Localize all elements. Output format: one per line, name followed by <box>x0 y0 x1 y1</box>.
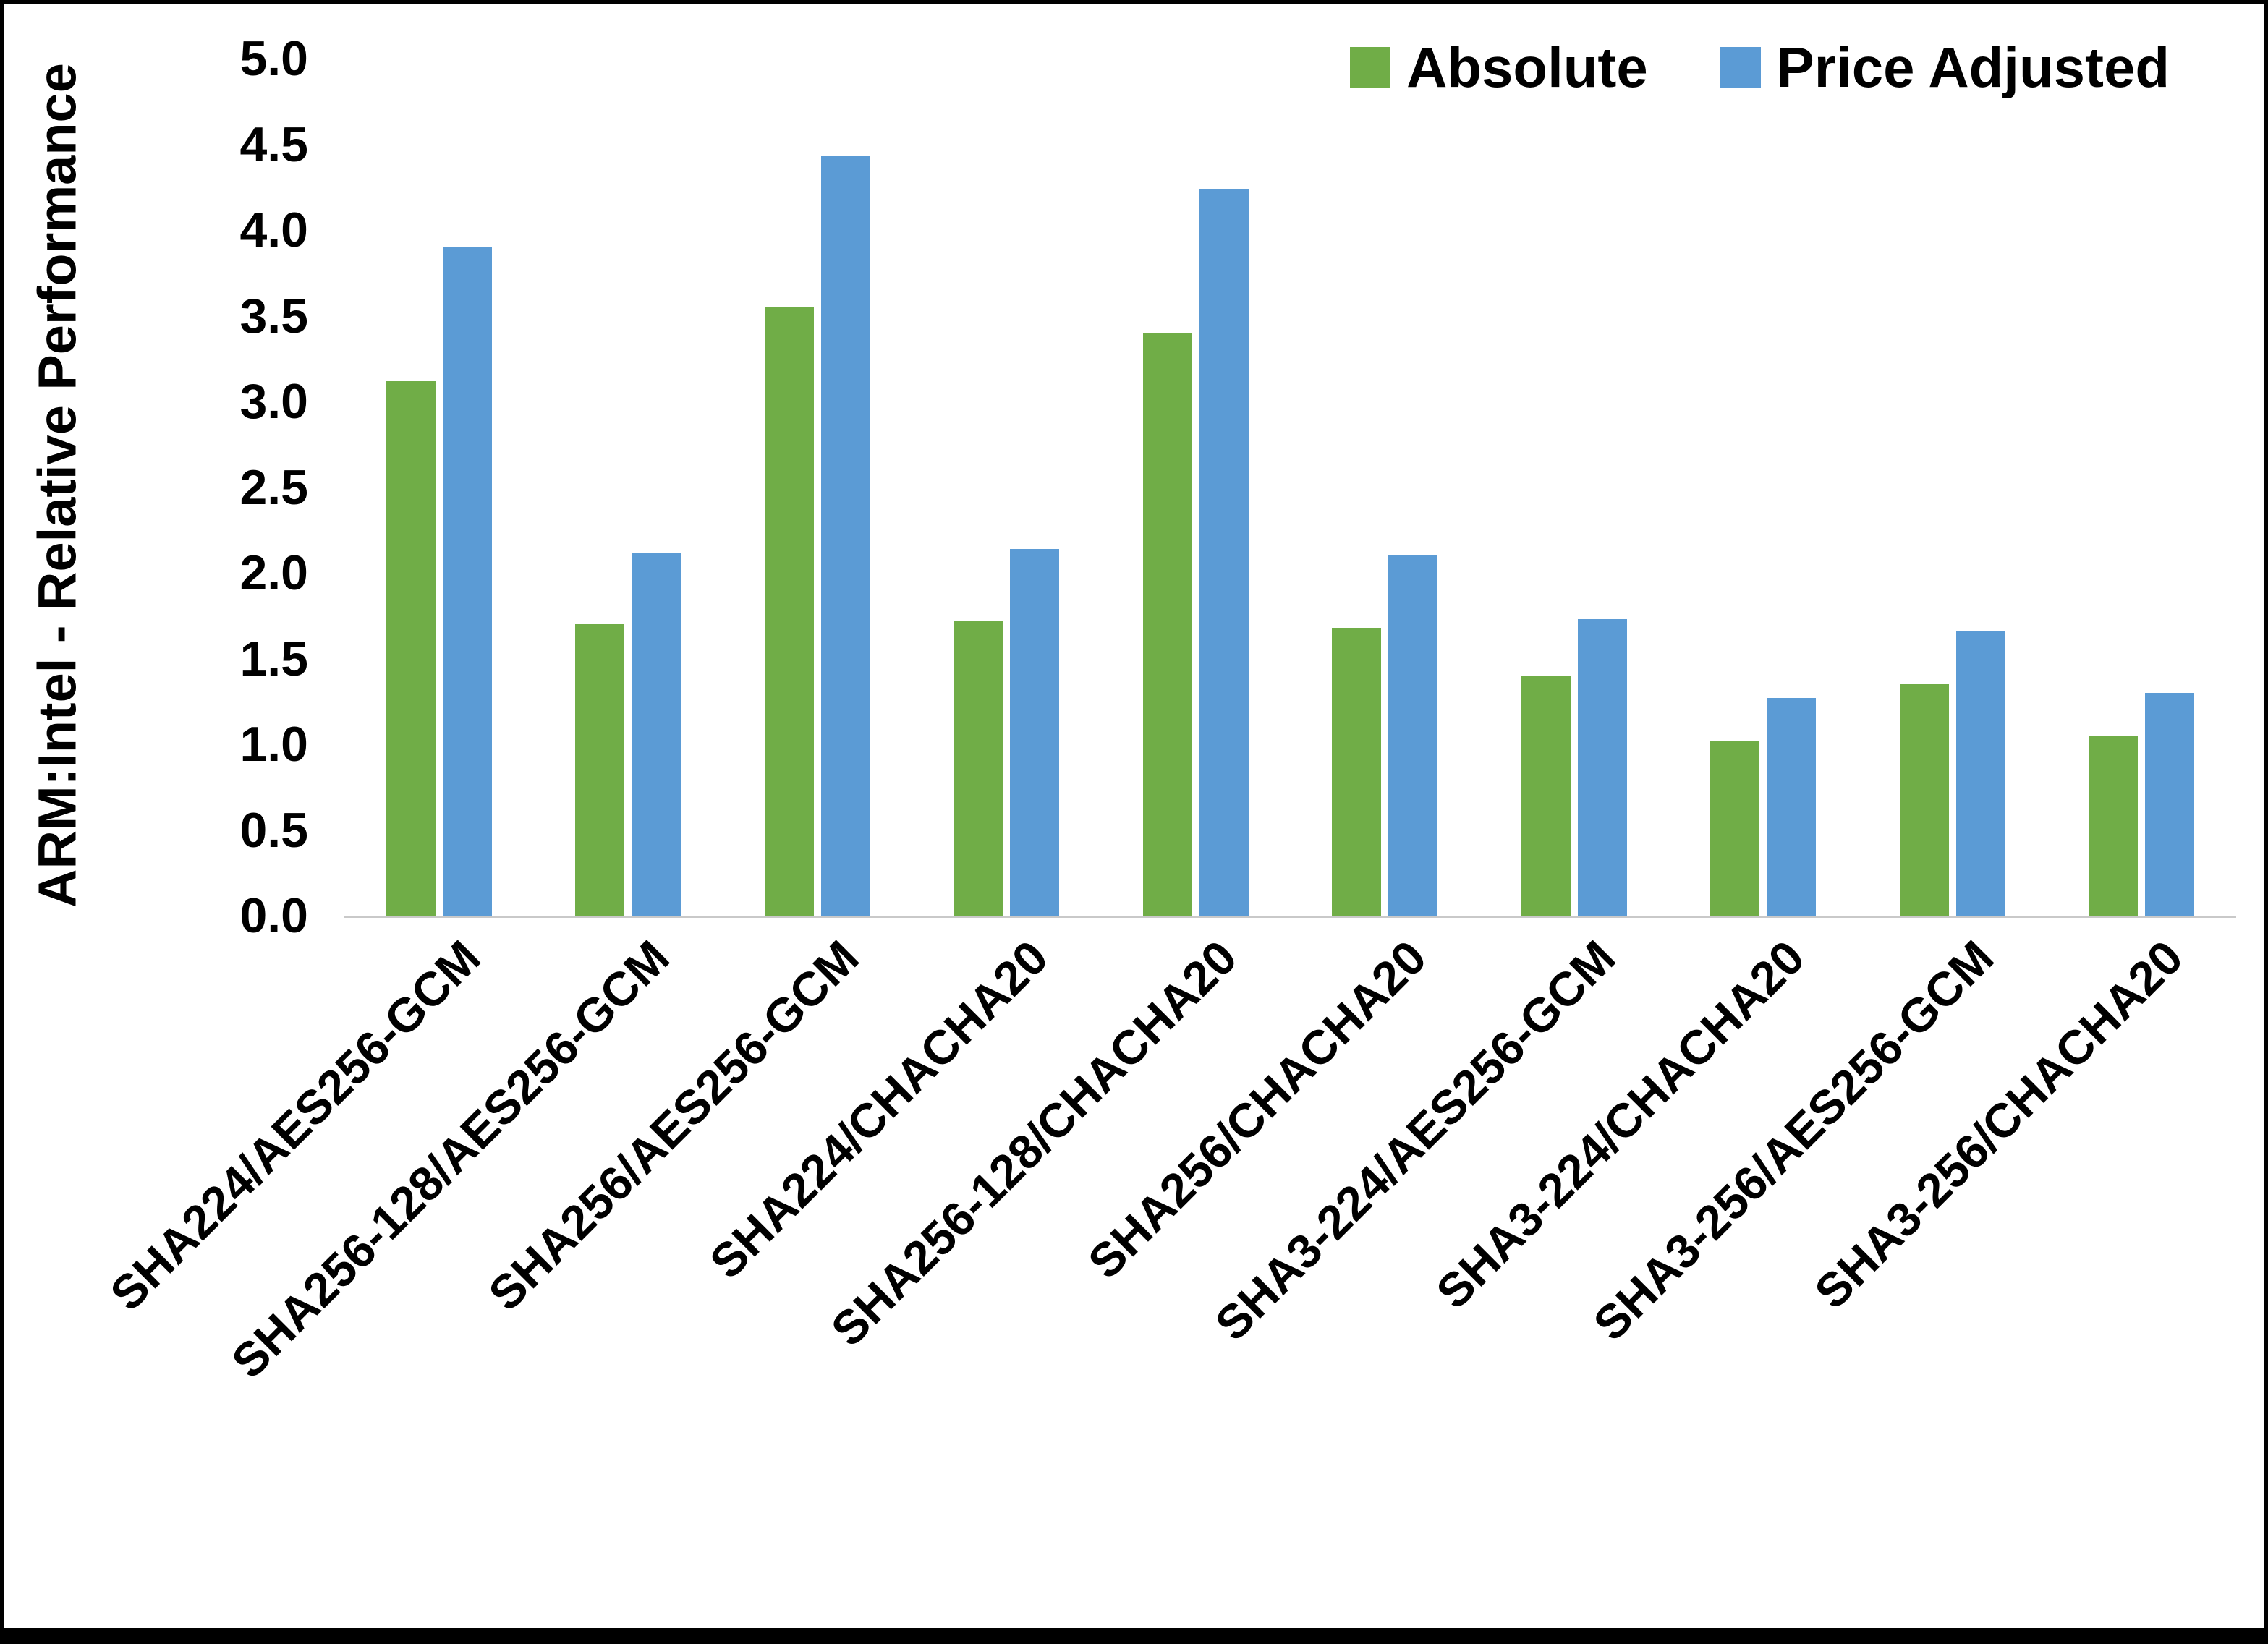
x-category-label: SHA224/AES256-GCM <box>99 929 490 1321</box>
bar-price-adjusted <box>1955 631 2005 916</box>
y-axis-title: ARM:Intel - Relative Performance <box>27 63 88 908</box>
bar-absolute <box>1899 684 1949 916</box>
y-tick-label: 3.0 <box>239 374 308 429</box>
plot-area: SHA224/AES256-GCM SHA256-128/AES256-GCM SH… <box>100 59 2237 1388</box>
y-tick-label: 4.0 <box>239 203 308 257</box>
legend-swatch-icon <box>1350 47 1391 88</box>
bar-price-adjusted <box>2145 692 2195 916</box>
y-tick-label: 1.5 <box>239 631 308 686</box>
bar-absolute <box>954 621 1003 916</box>
bar-price-adjusted <box>1388 555 1438 916</box>
y-tick-label: 0.5 <box>239 802 308 858</box>
bar-group: SHA3-224/AES256-GCM <box>1205 59 1669 1350</box>
x-category-label: SHA3-224/AES256-GCM <box>1205 929 1626 1351</box>
bar-group: SHA3-256/AES256-GCM <box>1583 59 2047 1350</box>
legend-item-absolute: Absolute <box>1350 39 1648 95</box>
legend: Absolute Price Adjusted <box>1350 39 2170 95</box>
x-category-label: SHA256/AES256-GCM <box>477 929 869 1321</box>
y-axis-tick-labels: 0.0 0.5 1.0 1.5 2.0 2.5 3.0 3.5 4.0 4.5 5.0 <box>135 34 308 940</box>
bar-price-adjusted <box>442 247 492 916</box>
bar-absolute <box>764 307 814 916</box>
x-category-label: SHA224/CHACHA20 <box>699 929 1058 1289</box>
legend-label: Price Adjusted <box>1776 35 2170 99</box>
bar-group: SHA3-224/CHACHA20 <box>1426 59 1859 1319</box>
y-tick-label: 4.5 <box>239 116 308 172</box>
bar-group: SHA224/CHACHA20 <box>700 59 1102 1289</box>
bar-price-adjusted <box>1010 548 1060 916</box>
legend-item-price-adjusted: Price Adjusted <box>1720 39 2170 95</box>
y-tick-label: 2.5 <box>239 459 308 515</box>
bar-group: SHA3-256/CHACHA20 <box>1804 59 2237 1319</box>
bar-group: SHA256-128/CHACHA20 <box>821 59 1291 1356</box>
legend-label: Absolute <box>1406 35 1648 99</box>
bar-absolute <box>1710 741 1760 916</box>
bar-group: SHA256/AES256-GCM <box>478 59 912 1321</box>
bar-absolute <box>575 624 625 916</box>
bar-price-adjusted <box>1767 698 1817 916</box>
x-category-label: SHA256/CHACHA20 <box>1077 929 1437 1289</box>
y-tick-label: 1.0 <box>239 717 308 772</box>
y-tick-label: 3.5 <box>239 288 308 344</box>
x-category-label: SHA256-128/CHACHA20 <box>820 929 1247 1357</box>
bar-group: SHA224/AES256-GCM <box>100 59 534 1321</box>
bar-price-adjusted <box>1577 619 1627 916</box>
bar-price-adjusted <box>820 156 870 916</box>
y-tick-label: 2.0 <box>239 545 308 600</box>
bar-group: SHA256-128/AES256-GCM <box>221 59 723 1388</box>
bar-absolute <box>1521 676 1571 916</box>
bar-absolute <box>1332 627 1382 916</box>
bar-group: SHA256/CHACHA20 <box>1078 59 1480 1289</box>
bar-price-adjusted <box>632 552 681 916</box>
bar-price-adjusted <box>1199 189 1249 916</box>
legend-swatch-icon <box>1720 47 1761 88</box>
bar-absolute <box>386 380 436 916</box>
x-category-label: SHA3-224/CHACHA20 <box>1426 929 1815 1319</box>
y-tick-label: 0.0 <box>239 888 308 943</box>
x-category-label: SHA3-256/AES256-GCM <box>1583 929 2004 1351</box>
x-category-label: SHA3-256/CHACHA20 <box>1804 929 2193 1319</box>
bar-absolute <box>1142 333 1192 916</box>
bar-absolute <box>2089 736 2139 916</box>
y-tick-label: 5.0 <box>239 31 308 86</box>
